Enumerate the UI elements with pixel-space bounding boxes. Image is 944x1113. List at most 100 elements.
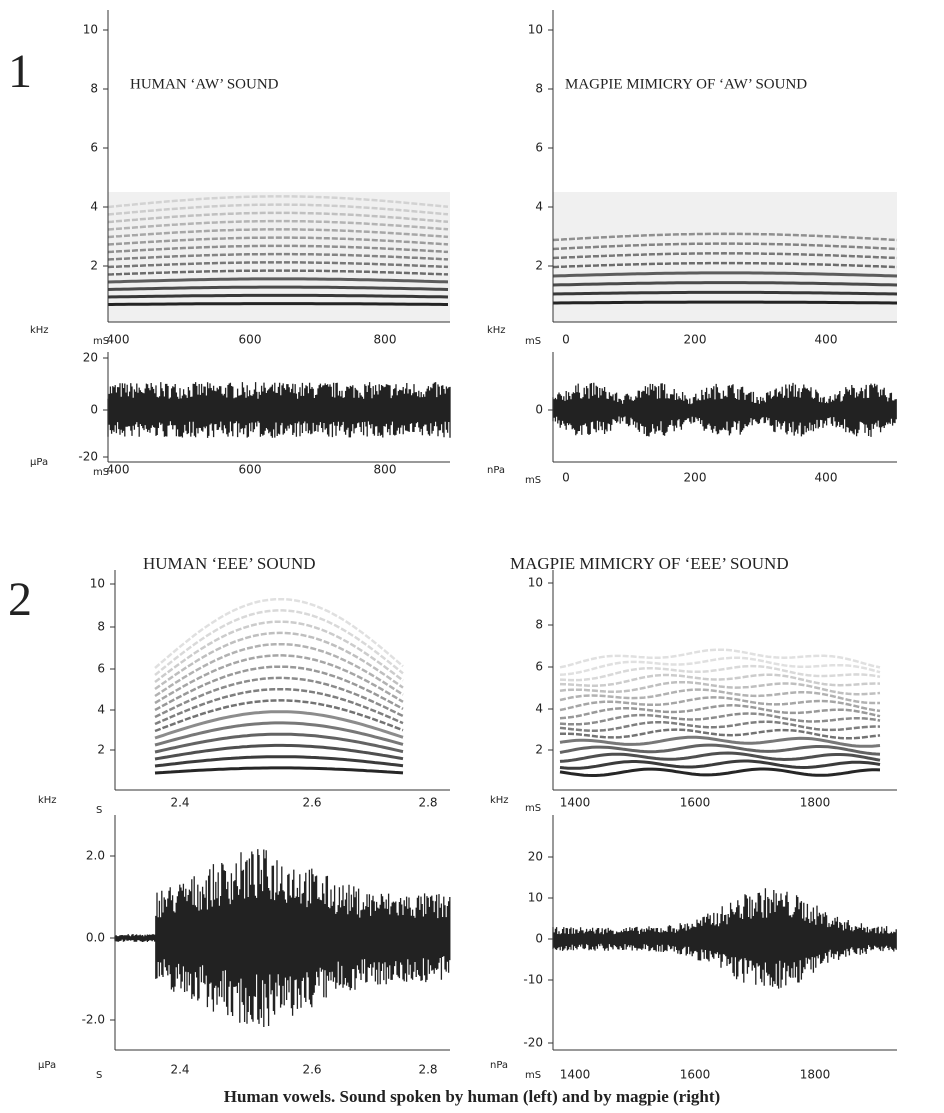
y-tick-label: 10	[83, 23, 98, 37]
x-unit: mS	[525, 803, 541, 814]
harmonic-band	[559, 712, 881, 726]
harmonic-band	[107, 261, 449, 269]
y-unit: kHz	[490, 795, 509, 806]
y-tick-label: 10	[528, 23, 543, 37]
harmonic-band	[154, 687, 404, 726]
y-tick-label: -2.0	[82, 1013, 105, 1027]
x-tick-label: 2.4	[170, 796, 189, 810]
harmonic-band	[559, 656, 881, 676]
harmonic-band	[107, 236, 449, 246]
y-tick-label: 8	[97, 620, 105, 634]
harmonic-band	[154, 755, 404, 768]
x-tick-label: 0	[562, 471, 570, 485]
y-unit: µPa	[38, 1060, 56, 1071]
harmonic-band	[559, 735, 881, 748]
x-tick-label: 1800	[800, 796, 831, 810]
x-unit: mS	[93, 336, 109, 347]
y-tick-label: 2	[97, 743, 105, 757]
harmonic-band	[154, 732, 404, 754]
harmonic-band	[107, 252, 449, 261]
harmonic-band	[107, 219, 449, 231]
x-tick-label: 2.4	[170, 1063, 189, 1077]
harmonic-band	[107, 244, 449, 254]
y-unit: kHz	[487, 325, 506, 336]
harmonic-band	[559, 767, 881, 777]
y-tick-label: 6	[535, 660, 543, 674]
harmonic-band	[107, 211, 449, 224]
x-tick-label: 400	[815, 471, 838, 485]
waveform	[114, 849, 451, 1027]
x-tick-label: 2.8	[418, 796, 437, 810]
y-tick-label: -20	[78, 450, 98, 464]
y-tick-label: 0.0	[86, 931, 105, 945]
y-tick-label: 8	[90, 82, 98, 96]
harmonic-band	[154, 597, 404, 669]
harmonic-band	[154, 710, 404, 740]
y-tick-label: 4	[535, 702, 543, 716]
x-tick-label: 800	[374, 333, 397, 347]
y-tick-label: 20	[83, 351, 98, 365]
harmonic-band	[107, 228, 449, 239]
y-tick-label: 0	[535, 932, 543, 946]
x-unit: S	[96, 805, 102, 816]
x-tick-label: 400	[107, 463, 130, 477]
harmonic-band	[154, 721, 404, 747]
harmonic-band	[559, 688, 880, 705]
harmonic-band	[107, 277, 449, 284]
harmonic-band	[552, 242, 898, 251]
x-unit: mS	[93, 467, 109, 478]
y-unit: nPa	[490, 1060, 508, 1071]
x-unit: mS	[525, 475, 541, 486]
harmonic-band	[154, 766, 404, 775]
harmonic-band	[559, 728, 881, 740]
spectrogram-background	[108, 192, 450, 322]
y-tick-label: 2	[535, 743, 543, 757]
y-tick-label: 20	[528, 850, 543, 864]
harmonic-band	[107, 293, 449, 299]
harmonic-band	[552, 290, 898, 296]
x-tick-label: 0	[562, 333, 570, 347]
y-unit: kHz	[38, 795, 57, 806]
panel-title: MAGPIE MIMICRY OF ‘AW’ SOUND	[565, 76, 807, 92]
harmonic-band	[559, 704, 881, 720]
y-unit: kHz	[30, 325, 49, 336]
y-tick-label: 2	[90, 259, 98, 273]
y-tick-label: 4	[535, 200, 543, 214]
harmonic-band	[559, 720, 881, 732]
y-tick-label: 10	[528, 576, 543, 590]
x-tick-label: 2.6	[302, 796, 321, 810]
panel-title: HUMAN ‘AW’ SOUND	[130, 76, 279, 92]
x-tick-label: 2.6	[302, 1063, 321, 1077]
x-tick-label: 200	[684, 333, 707, 347]
y-tick-label: 4	[97, 703, 105, 717]
x-tick-label: 600	[239, 463, 262, 477]
x-tick-label: 400	[107, 333, 130, 347]
harmonic-band	[108, 302, 448, 306]
harmonic-band	[559, 759, 881, 770]
harmonic-band	[559, 648, 881, 669]
y-tick-label: 8	[535, 618, 543, 632]
harmonic-band	[552, 232, 898, 242]
x-unit: mS	[525, 336, 541, 347]
waveform	[107, 382, 451, 438]
x-tick-label: 1400	[560, 796, 591, 810]
harmonic-band	[107, 285, 449, 291]
x-unit: S	[96, 1070, 102, 1081]
x-tick-label: 600	[239, 333, 262, 347]
harmonic-band	[552, 261, 898, 269]
waveform	[552, 888, 897, 989]
harmonic-band	[154, 642, 404, 698]
y-tick-label: 0	[535, 403, 543, 417]
harmonic-band	[154, 654, 404, 705]
harmonic-band	[559, 751, 881, 763]
x-tick-label: 2.8	[418, 1063, 437, 1077]
y-tick-label: 2	[535, 259, 543, 273]
harmonic-band	[154, 631, 404, 691]
y-tick-label: -20	[523, 1036, 543, 1050]
x-tick-label: 1600	[680, 1068, 711, 1082]
harmonic-band	[559, 696, 881, 713]
y-unit: µPa	[30, 457, 48, 468]
panel-title: MAGPIE MIMICRY OF ‘EEE’ SOUND	[510, 554, 789, 573]
harmonic-band	[552, 271, 898, 278]
